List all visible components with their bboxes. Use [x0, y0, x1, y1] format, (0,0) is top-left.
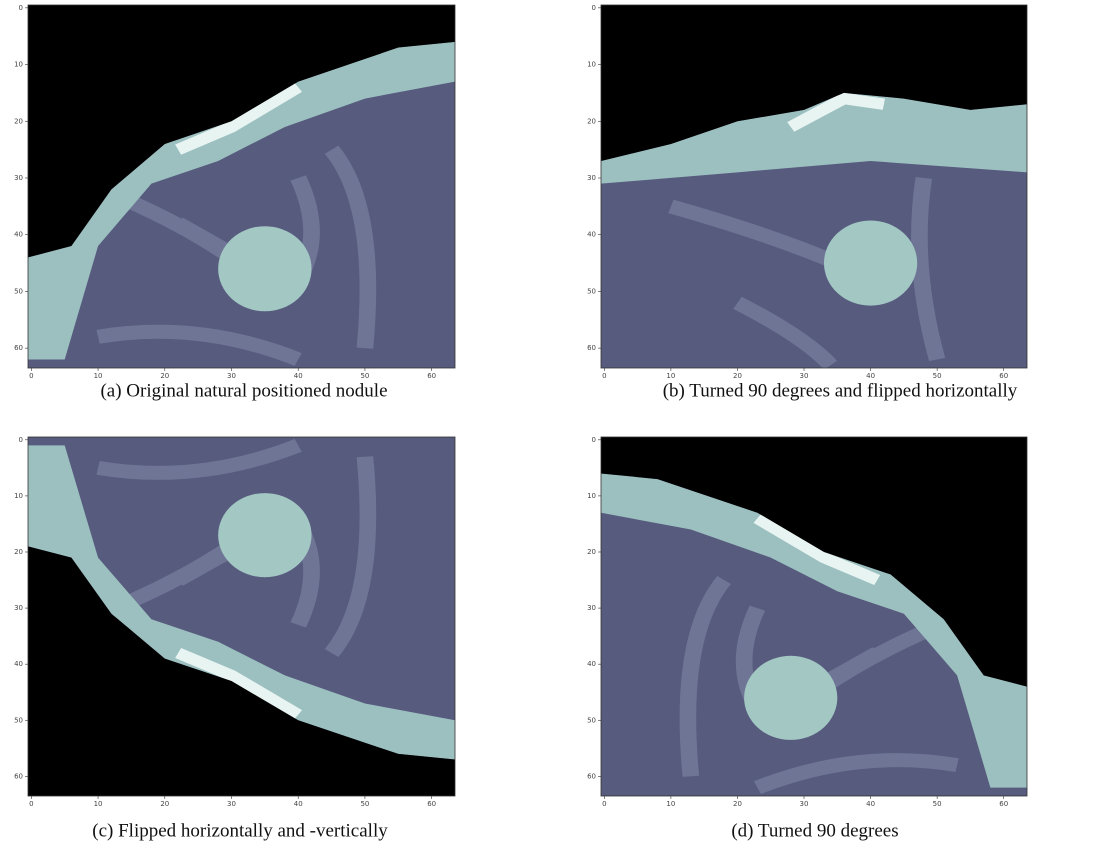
y-tick-label: 30: [14, 604, 23, 612]
scan: [28, 437, 455, 796]
x-tick-label: 30: [227, 372, 236, 380]
y-tick-label: 10: [14, 492, 23, 500]
scan: [28, 5, 455, 368]
x-tick-label: 30: [800, 800, 809, 808]
page: 0 10 20 30 40 50 60 0 10 20 30 40 50 60 (a) Original n…: [0, 0, 1118, 857]
x-tick-label: 60: [427, 372, 436, 380]
x-tick-label: 10: [94, 372, 103, 380]
scan: [601, 437, 1027, 796]
scan-image: [28, 5, 455, 368]
y-tick-label: 50: [14, 287, 23, 295]
x-tick-label: 0: [602, 372, 606, 380]
x-tick-label: 40: [866, 800, 875, 808]
y-tick-label: 0: [19, 436, 23, 444]
x-tick-label: 40: [294, 372, 303, 380]
y-tick-label: 0: [592, 436, 596, 444]
x-tick-label: 40: [866, 372, 875, 380]
caption: (d) Turned 90 degrees: [731, 820, 898, 841]
y-tick-label: 40: [14, 660, 23, 668]
x-tick-label: 60: [427, 800, 436, 808]
x-tick-label: 0: [29, 372, 33, 380]
y-tick-label: 60: [587, 772, 596, 780]
x-tick-label: 20: [160, 800, 169, 808]
y-tick-label: 30: [587, 174, 596, 182]
x-tick-label: 30: [800, 372, 809, 380]
x-tick-label: 50: [360, 800, 369, 808]
x-tick-label: 0: [602, 800, 606, 808]
x-tick-label: 20: [733, 372, 742, 380]
x-tick-label: 20: [733, 800, 742, 808]
y-tick-label: 50: [587, 287, 596, 295]
y-tick-label: 10: [587, 492, 596, 500]
x-tick-label: 50: [933, 372, 942, 380]
x-tick-label: 10: [666, 372, 675, 380]
x-tick-label: 50: [933, 800, 942, 808]
y-tick-label: 60: [14, 344, 23, 352]
caption: (a) Original natural positioned nodule: [100, 380, 387, 401]
y-tick-label: 10: [14, 61, 23, 69]
y-tick-label: 40: [14, 231, 23, 239]
y-tick-label: 40: [587, 660, 596, 668]
scan-image: [601, 437, 1027, 796]
y-tick-label: 50: [587, 716, 596, 724]
caption: (c) Flipped horizontally and -vertically: [92, 820, 388, 841]
scan-image: [601, 5, 1027, 368]
y-tick-label: 60: [14, 772, 23, 780]
x-tick-label: 60: [999, 800, 1008, 808]
x-tick-label: 10: [666, 800, 675, 808]
y-tick-label: 60: [587, 344, 596, 352]
x-tick-label: 60: [999, 372, 1008, 380]
y-tick-label: 20: [587, 117, 596, 125]
y-tick-label: 0: [19, 4, 23, 12]
x-tick-label: 40: [294, 800, 303, 808]
y-tick-label: 30: [587, 604, 596, 612]
y-tick-label: 20: [14, 117, 23, 125]
figure: 0 10 20 30 40 50 60 0 10 20 30 40 50 60 (a) Original n…: [0, 0, 1118, 857]
y-tick-label: 10: [587, 61, 596, 69]
x-tick-label: 30: [227, 800, 236, 808]
y-tick-label: 50: [14, 716, 23, 724]
x-tick-label: 0: [29, 800, 33, 808]
caption: (b) Turned 90 degrees and flipped horizo…: [663, 380, 1018, 401]
x-tick-label: 50: [360, 372, 369, 380]
y-tick-label: 20: [587, 548, 596, 556]
x-tick-label: 20: [160, 372, 169, 380]
y-tick-label: 20: [14, 548, 23, 556]
scan: [601, 5, 1027, 368]
y-tick-label: 40: [587, 231, 596, 239]
y-tick-label: 0: [592, 4, 596, 12]
x-tick-label: 10: [94, 800, 103, 808]
scan-image: [28, 437, 455, 796]
y-tick-label: 30: [14, 174, 23, 182]
